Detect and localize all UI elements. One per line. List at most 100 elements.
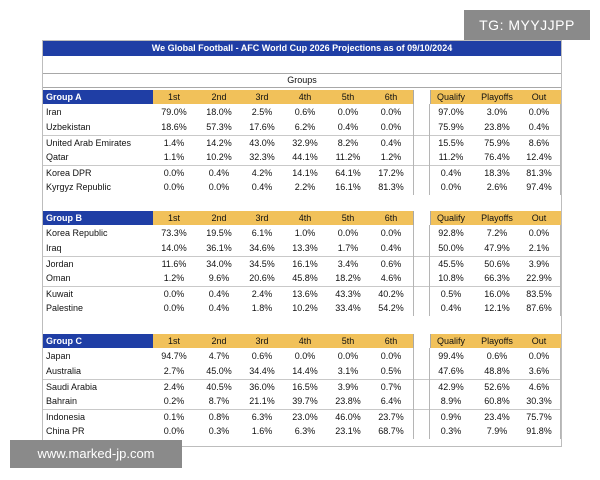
position-probability: 34.5%: [249, 259, 275, 269]
summary-column-header: Playoffs: [481, 213, 513, 223]
position-probability: 0.0%: [163, 168, 185, 178]
summary-probability: 83.5%: [526, 289, 552, 299]
column-header: 2nd: [211, 213, 227, 223]
column-divider: [560, 348, 561, 439]
position-probability: 2.4%: [251, 289, 273, 299]
group-section: Group A 1st 2nd 3rd 4th 5th 6th Qualify Playoffs…: [43, 90, 561, 195]
summary-probability: 4.6%: [528, 382, 550, 392]
team-name: Kyrgyz Republic: [46, 182, 112, 192]
position-probability: 0.0%: [380, 228, 402, 238]
position-probability: 32.9%: [292, 138, 318, 148]
summary-probability: 0.3%: [440, 426, 462, 436]
summary-probability: 81.3%: [526, 168, 552, 178]
position-probability: 0.0%: [380, 351, 402, 361]
summary-probability: 99.4%: [438, 351, 464, 361]
position-probability: 17.2%: [378, 168, 404, 178]
table-row: United Arab Emirates 1.4% 14.2% 43.0% 32.9% 8…: [43, 135, 561, 151]
position-probability: 14.4%: [292, 366, 318, 376]
watermark-bottom-left: www.marked-jp.com: [10, 440, 182, 468]
position-probability: 0.5%: [380, 366, 402, 376]
column-header: 3rd: [255, 336, 269, 346]
position-probability: 0.4%: [337, 122, 359, 132]
group-name: Group C: [43, 334, 153, 348]
summary-probability: 66.3%: [484, 273, 510, 283]
position-probability: 18.6%: [161, 122, 187, 132]
team-name: Uzbekistan: [46, 122, 91, 132]
column-header: 2nd: [211, 92, 227, 102]
position-probability: 0.4%: [380, 243, 402, 253]
position-probability: 1.2%: [380, 152, 402, 162]
summary-probability: 50.0%: [438, 243, 464, 253]
projections-sheet: We Global Football - AFC World Cup 2026 …: [42, 40, 562, 447]
position-probability: 39.7%: [292, 396, 318, 406]
summary-probability: 12.4%: [526, 152, 552, 162]
table-row: Kuwait 0.0% 0.4% 2.4% 13.6% 43.3% 40.2% 0.5% 16.…: [43, 286, 561, 302]
summary-probability: 52.6%: [484, 382, 510, 392]
summary-probability: 92.8%: [438, 228, 464, 238]
column-header: 1st: [167, 92, 180, 102]
summary-probability: 47.6%: [438, 366, 464, 376]
summary-probability: 76.4%: [484, 152, 510, 162]
position-probability: 57.3%: [206, 122, 232, 132]
position-probability: 2.2%: [294, 182, 316, 192]
watermark-top-right: TG: MYYJJPP: [464, 10, 590, 40]
summary-probability: 2.6%: [486, 182, 508, 192]
team-name: United Arab Emirates: [46, 138, 132, 148]
position-probability: 0.4%: [208, 303, 230, 313]
table-row: Bahrain 0.2% 8.7% 21.1% 39.7% 23.8% 6.4% 8.9% 60…: [43, 394, 561, 409]
position-probability: 0.0%: [337, 228, 359, 238]
position-probability: 1.0%: [294, 228, 316, 238]
column-header: 4th: [298, 213, 312, 223]
team-name: Palestine: [46, 303, 84, 313]
summary-column-header: Out: [531, 92, 547, 102]
summary-probability: 0.5%: [440, 289, 462, 299]
column-header: 6th: [384, 213, 398, 223]
summary-probability: 0.0%: [528, 351, 550, 361]
position-probability: 10.2%: [292, 303, 318, 313]
column-header: 5th: [341, 213, 355, 223]
column-divider: [429, 225, 430, 316]
position-probability: 1.8%: [251, 303, 273, 313]
column-header: 3rd: [255, 213, 269, 223]
position-probability: 0.0%: [208, 182, 230, 192]
position-probability: 0.0%: [380, 122, 402, 132]
column-header: 6th: [384, 92, 398, 102]
group-header-row: Group B 1st 2nd 3rd 4th 5th 6th Qualify Playoffs…: [43, 211, 561, 225]
column-header: 4th: [298, 92, 312, 102]
summary-probability: 2.1%: [528, 243, 550, 253]
position-probability: 32.3%: [249, 152, 275, 162]
team-name: Kuwait: [46, 289, 74, 299]
position-probability: 9.6%: [208, 273, 230, 283]
summary-probability: 7.9%: [486, 426, 508, 436]
position-probability: 3.1%: [337, 366, 359, 376]
position-probability: 0.0%: [163, 289, 185, 299]
summary-probability: 22.9%: [526, 273, 552, 283]
position-probability: 14.0%: [161, 243, 187, 253]
summary-column-header: Qualify: [436, 213, 465, 223]
position-probability: 17.6%: [249, 122, 275, 132]
position-probability: 3.4%: [337, 259, 359, 269]
summary-probability: 45.5%: [438, 259, 464, 269]
position-probability: 0.6%: [294, 107, 316, 117]
summary-probability: 23.4%: [484, 412, 510, 422]
position-probability: 94.7%: [161, 351, 187, 361]
summary-probability: 42.9%: [438, 382, 464, 392]
summary-column-header: Playoffs: [481, 336, 513, 346]
table-row: Palestine 0.0% 0.4% 1.8% 10.2% 33.4% 54.2% 0.4%…: [43, 301, 561, 316]
summary-probability: 0.6%: [486, 351, 508, 361]
position-probability: 1.7%: [337, 243, 359, 253]
table-row: Indonesia 0.1% 0.8% 6.3% 23.0% 46.0% 23.7% 0.9%…: [43, 409, 561, 425]
summary-probability: 60.8%: [484, 396, 510, 406]
position-probability: 0.0%: [163, 426, 185, 436]
position-probability: 19.5%: [206, 228, 232, 238]
position-probability: 33.4%: [335, 303, 361, 313]
position-probability: 34.4%: [249, 366, 275, 376]
column-header: 4th: [298, 336, 312, 346]
group-section: Group B 1st 2nd 3rd 4th 5th 6th Qualify Playoffs…: [43, 211, 561, 316]
summary-probability: 15.5%: [438, 138, 464, 148]
column-header: 5th: [341, 92, 355, 102]
position-probability: 68.7%: [378, 426, 404, 436]
summary-column-header: Out: [531, 336, 547, 346]
team-name: Korea Republic: [46, 228, 108, 238]
group-name: Group A: [43, 90, 153, 104]
